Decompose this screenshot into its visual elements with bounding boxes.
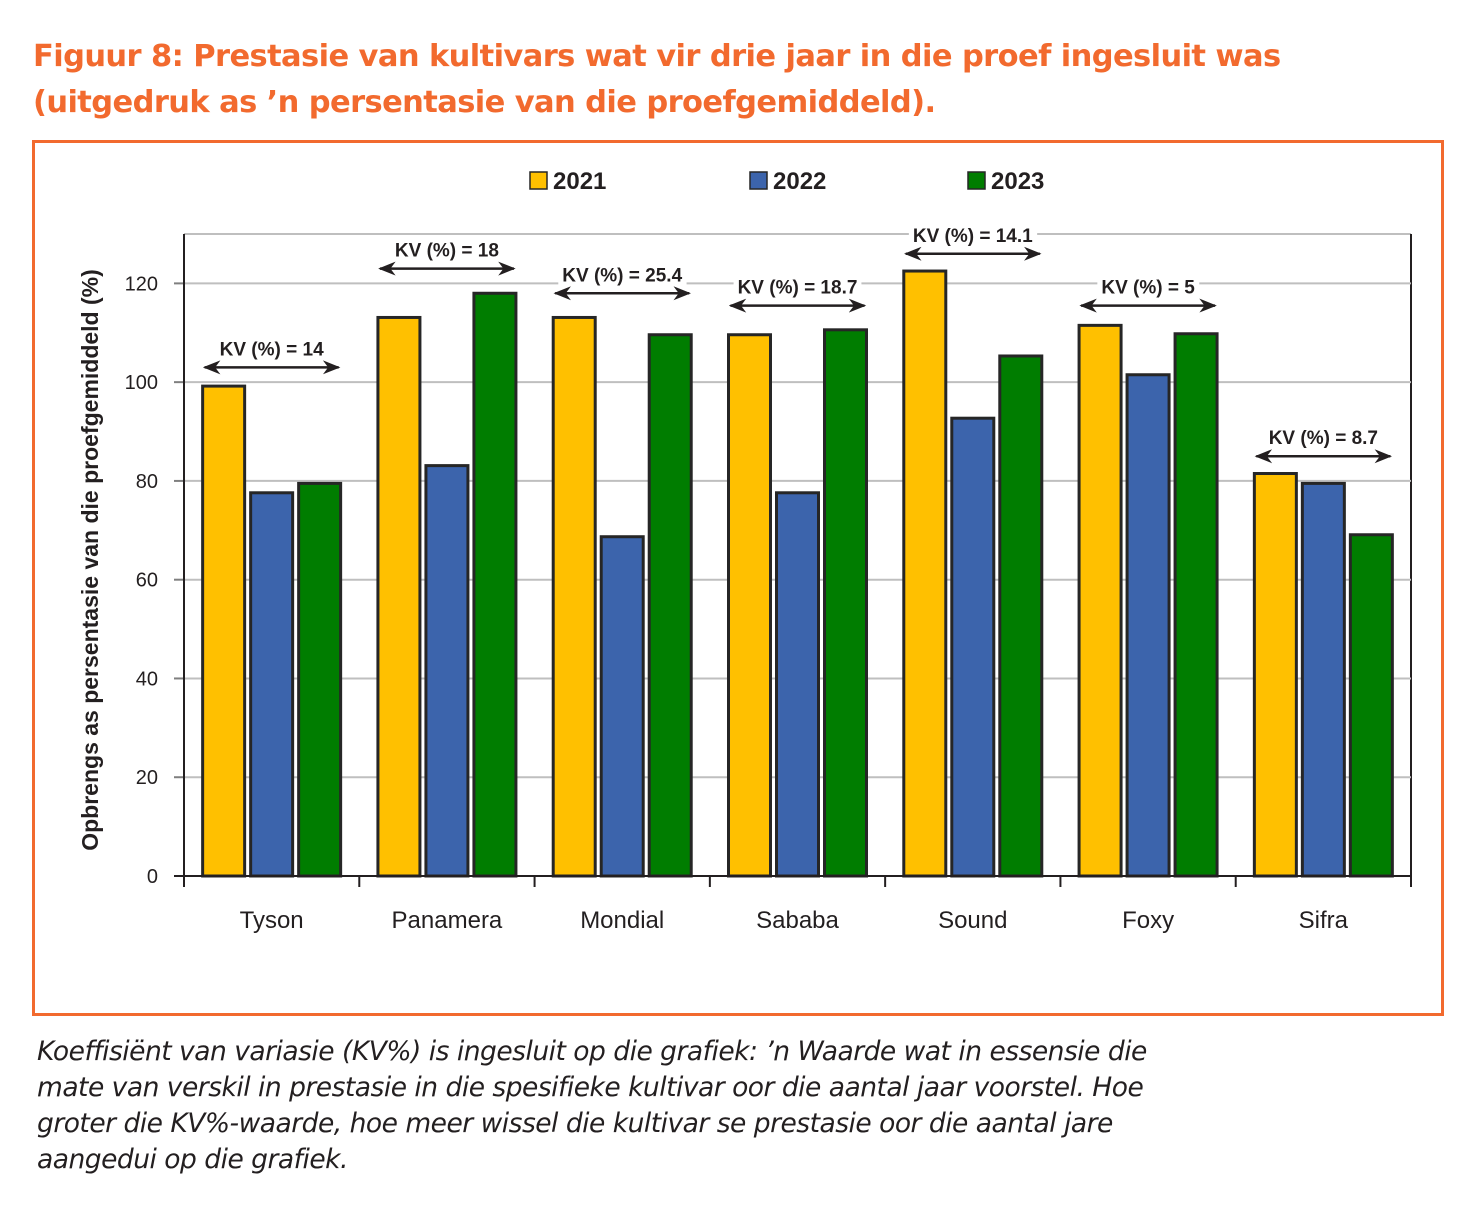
bar-2023-sababa [823, 328, 868, 878]
kv-label-background [1097, 277, 1200, 299]
bar-2022-sababa [775, 491, 820, 878]
legend-swatch-2022 [749, 171, 768, 190]
x-tick-label: Foxy [1122, 907, 1174, 934]
kv-label-background [390, 240, 503, 262]
legend-label-2023: 2023 [991, 168, 1044, 195]
x-tick-label: Sababa [756, 907, 839, 934]
bar-2021-sifra [1252, 472, 1298, 878]
bar-2021-mondial [551, 315, 597, 878]
caption-line-1: Koeffisiënt van variasie (KV%) is ingesl… [37, 1036, 1147, 1067]
legend: 2021 2022 2023 [529, 168, 1044, 195]
kv-label: KV (%) = 8.7 [1269, 428, 1378, 449]
kv-label-background [1264, 428, 1383, 450]
bar-2022-sound [950, 416, 996, 878]
figure-title-line-1: Figuur 8: Prestasie van kultivars wat vi… [33, 39, 1281, 74]
bar-2021-foxy [1077, 323, 1123, 878]
kv-label-background [733, 277, 862, 299]
bar-2023-panamera [472, 291, 518, 878]
y-axis-label: Opbrengs as persentasie van die proefgem… [77, 269, 103, 851]
axes: 0 20 40 60 80 100 120 Tyson Panamera Mondial Sabab… [125, 234, 1412, 934]
kv-annotations: KV (%) = 14 KV (%) = 18 KV (%) = 25.4 KV (%… [202, 225, 1393, 464]
figure-caption: Koeffisiënt van variasie (KV%) is ingesl… [37, 1034, 1437, 1178]
kv-label: KV (%) = 14.1 [913, 226, 1033, 247]
y-tick-label: 80 [136, 471, 158, 493]
kv-label: KV (%) = 18 [395, 241, 499, 262]
y-tick-label: 100 [125, 372, 158, 394]
y-tick-label: 20 [136, 767, 158, 789]
bar-2023-foxy [1173, 332, 1219, 878]
kv-label: KV (%) = 5 [1101, 278, 1195, 299]
caption-line-4: aangedui op die grafiek. [37, 1144, 348, 1175]
legend-label-2021: 2021 [553, 168, 606, 195]
bar-2022-foxy [1125, 373, 1171, 878]
caption-line-2: mate van verskil in prestasie in die spe… [37, 1072, 1144, 1103]
kv-label-background [558, 265, 687, 287]
bar-2022-tyson [249, 491, 295, 878]
bar-2023-tyson [297, 481, 343, 878]
kv-label: KV (%) = 14 [220, 339, 324, 360]
figure-title-line-2: (uitgedruk as ’n persentasie van die pro… [33, 85, 936, 120]
chart-frame [32, 140, 1444, 1016]
x-tick-label: Sifra [1299, 907, 1349, 934]
bar-2023-sound [998, 354, 1044, 878]
bar-2021-sababa [727, 333, 772, 878]
x-tick-label: Panamera [392, 907, 503, 934]
kv-label: KV (%) = 18.7 [738, 278, 858, 299]
bar-2021-panamera [376, 315, 422, 878]
bar-2022-sifra [1300, 481, 1346, 878]
y-tick-label: 0 [147, 866, 158, 888]
caption-line-3: groter die KV%-waarde, hoe meer wissel d… [37, 1108, 1113, 1139]
y-tick-label: 120 [125, 273, 158, 295]
legend-label-2022: 2022 [773, 168, 826, 195]
figure-title: Figuur 8: Prestasie van kultivars wat vi… [33, 34, 1453, 126]
bars [201, 269, 1394, 878]
bar-2023-mondial [647, 333, 693, 878]
kv-label-background [215, 339, 329, 361]
kv-label: KV (%) = 25.4 [562, 265, 682, 286]
x-tick-label: Tyson [240, 907, 304, 934]
bar-2021-tyson [201, 384, 247, 878]
bar-2022-mondial [599, 535, 645, 878]
legend-swatch-2023 [967, 171, 986, 190]
bar-2022-panamera [424, 464, 470, 878]
x-tick-label: Mondial [580, 907, 664, 934]
bar-2023-sifra [1348, 533, 1394, 878]
y-tick-label: 60 [136, 570, 158, 592]
legend-swatch-2021 [529, 171, 548, 190]
x-tick-label: Sound [938, 907, 1007, 934]
bar-2021-sound [902, 269, 948, 878]
y-tick-label: 40 [136, 668, 158, 690]
kv-label-background [908, 225, 1038, 247]
